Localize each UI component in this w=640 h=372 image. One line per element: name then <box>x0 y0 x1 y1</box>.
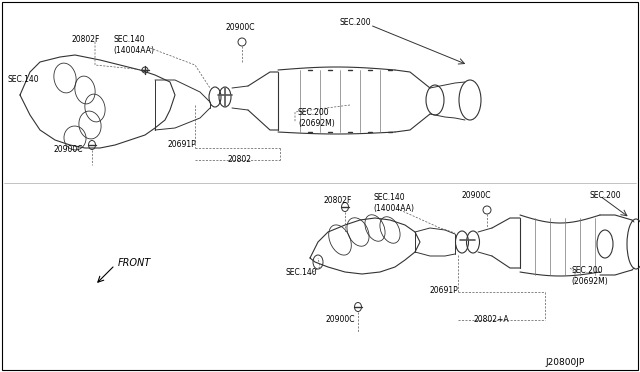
Text: (20692M): (20692M) <box>571 277 608 286</box>
Text: (14004AA): (14004AA) <box>373 204 414 213</box>
Text: 20691P: 20691P <box>168 140 196 149</box>
Text: SEC.200: SEC.200 <box>590 191 621 200</box>
Text: SEC.140: SEC.140 <box>373 193 404 202</box>
Text: 20802: 20802 <box>228 155 252 164</box>
Text: 20802F: 20802F <box>323 196 351 205</box>
Text: 20802+A: 20802+A <box>474 315 509 324</box>
Text: 20900C: 20900C <box>53 145 83 154</box>
Text: (20692M): (20692M) <box>298 119 335 128</box>
Text: SEC.200: SEC.200 <box>571 266 603 275</box>
Text: 20691P: 20691P <box>430 286 459 295</box>
Text: 20900C: 20900C <box>226 23 255 32</box>
Text: FRONT: FRONT <box>118 258 151 268</box>
Text: J20800JP: J20800JP <box>545 358 584 367</box>
Text: 20900C: 20900C <box>462 191 492 200</box>
Text: SEC.200: SEC.200 <box>298 108 330 117</box>
Text: SEC.200: SEC.200 <box>340 18 372 27</box>
Text: SEC.140: SEC.140 <box>8 75 40 84</box>
Text: 20900C: 20900C <box>325 315 355 324</box>
Text: SEC.140: SEC.140 <box>285 268 317 277</box>
Text: 20802F: 20802F <box>72 35 100 44</box>
Text: SEC.140: SEC.140 <box>113 35 145 44</box>
Text: (14004AA): (14004AA) <box>113 46 154 55</box>
